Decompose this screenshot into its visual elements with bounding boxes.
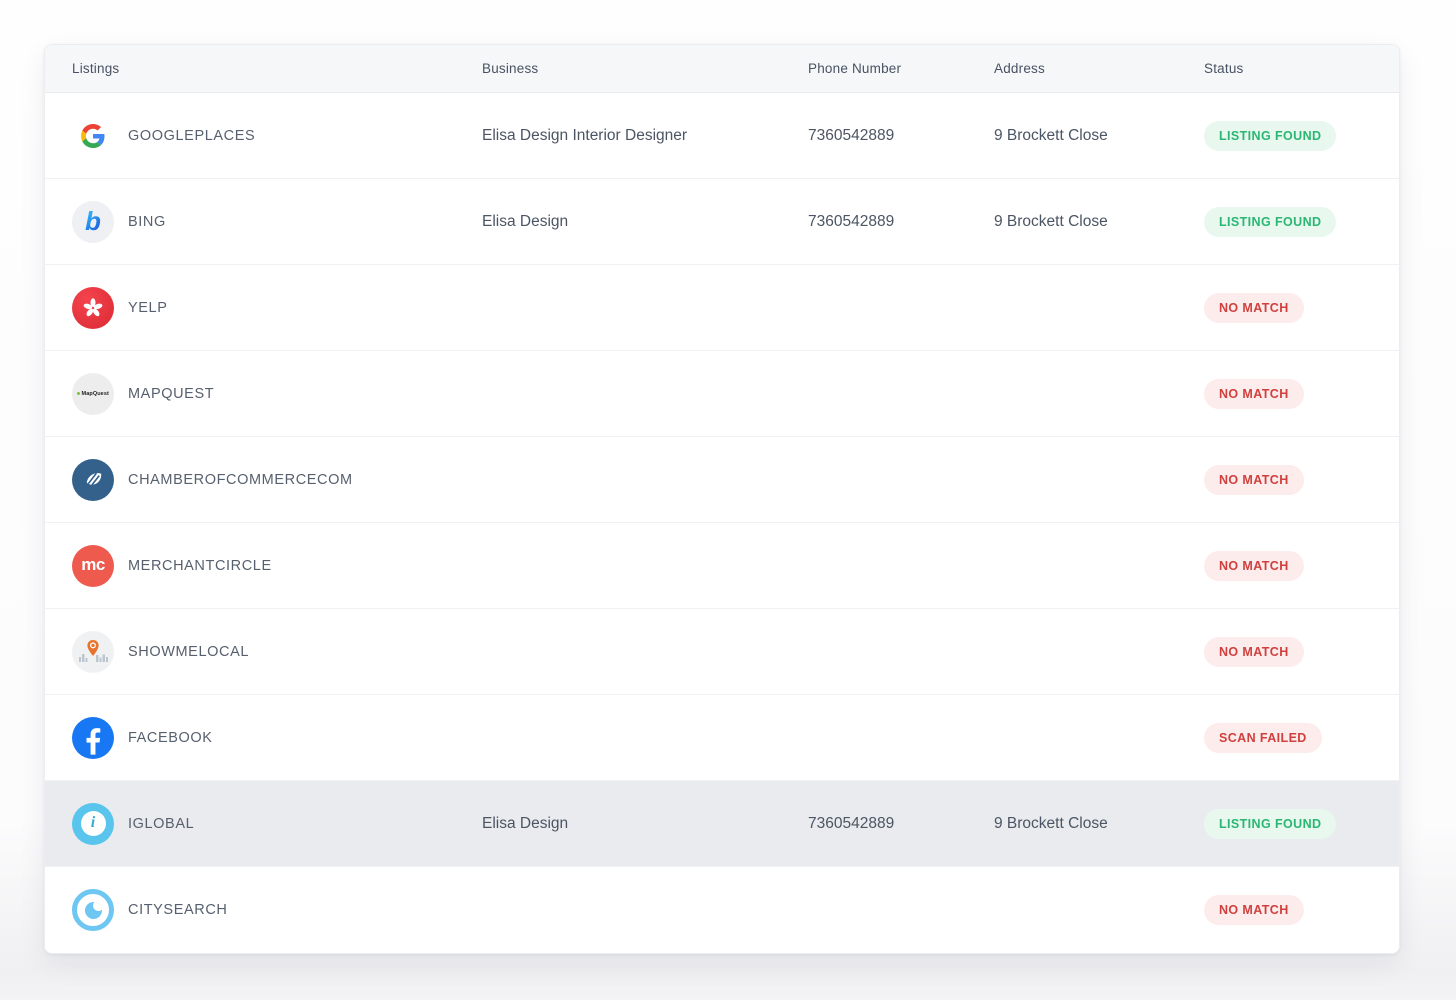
status-cell: LISTING FOUND [1204,808,1399,839]
status-cell: NO MATCH [1204,550,1399,581]
status-badge: LISTING FOUND [1204,206,1337,237]
status-badge: LISTING FOUND [1204,808,1337,839]
listing-site-name: CITYSEARCH [128,902,228,918]
column-header-status: Status [1204,61,1244,76]
listings-scan-table: Listings Business Phone Number Address S… [44,44,1400,954]
address-cell: 9 Brockett Close [994,212,1108,230]
table-row-yelp[interactable]: YELP NO MATCH [45,265,1399,351]
iglobal-icon: i [72,802,114,845]
status-badge: LISTING FOUND [1204,120,1337,151]
column-header-listings: Listings [72,61,120,76]
listing-site-name: BING [128,213,166,230]
chamberofcommerce-icon [72,458,114,501]
showmelocal-icon [72,630,114,673]
status-cell: LISTING FOUND [1204,120,1399,151]
listing-cell: CHAMBEROFCOMMERCECOM [72,458,482,501]
table-row-iglobal[interactable]: i IGLOBAL Elisa Design 7360542889 9 Broc… [45,781,1399,867]
status-badge: NO MATCH [1204,550,1304,581]
citysearch-icon [72,889,114,931]
listing-site-name: MERCHANTCIRCLE [128,557,272,574]
business-cell: Elisa Design [482,814,569,832]
business-cell: Elisa Design Interior Designer [482,126,688,144]
listing-cell: mc MERCHANTCIRCLE [72,544,482,587]
column-header-business: Business [482,61,539,76]
phone-cell: 7360542889 [808,212,895,230]
phone-cell: 7360542889 [808,126,895,144]
table-body: GOOGLEPLACES Elisa Design Interior Desig… [45,93,1399,953]
status-badge: NO MATCH [1204,895,1304,925]
facebook-icon [72,716,114,759]
address-cell: 9 Brockett Close [994,126,1108,144]
status-badge: SCAN FAILED [1204,722,1322,753]
listing-cell: FACEBOOK [72,716,482,759]
listing-cell: SHOWMELOCAL [72,630,482,673]
table-row-bing[interactable]: b BING Elisa Design 7360542889 9 Brocket… [45,179,1399,265]
status-badge: NO MATCH [1204,292,1304,323]
address-cell: 9 Brockett Close [994,814,1108,832]
column-header-phone: Phone Number [808,61,902,76]
mapquest-icon: MapQuest [72,372,114,415]
google-icon [72,114,114,157]
yelp-icon [72,286,114,329]
listing-site-name: FACEBOOK [128,729,213,746]
listing-site-name: SHOWMELOCAL [128,643,250,660]
status-cell: NO MATCH [1204,464,1399,495]
listing-site-name: YELP [128,299,168,316]
table-row-citysearch[interactable]: CITYSEARCH NO MATCH [45,867,1399,953]
listing-cell: b BING [72,200,482,243]
status-cell: NO MATCH [1204,636,1399,667]
listing-cell: CITYSEARCH [72,889,482,931]
listing-site-name: IGLOBAL [128,815,195,832]
table-row-facebook[interactable]: FACEBOOK SCAN FAILED [45,695,1399,781]
listing-cell: YELP [72,286,482,329]
listing-cell: GOOGLEPLACES [72,114,482,157]
listing-site-name: CHAMBEROFCOMMERCECOM [128,471,353,488]
merchantcircle-icon: mc [72,544,114,587]
status-badge: NO MATCH [1204,636,1304,667]
status-cell: LISTING FOUND [1204,206,1399,237]
bing-icon: b [72,200,114,243]
listing-cell: MapQuest MAPQUEST [72,372,482,415]
status-badge: NO MATCH [1204,464,1304,495]
status-cell: SCAN FAILED [1204,722,1399,753]
listing-cell: i IGLOBAL [72,802,482,845]
table-header-row: Listings Business Phone Number Address S… [45,45,1399,93]
table-row-showmelocal[interactable]: SHOWMELOCAL NO MATCH [45,609,1399,695]
phone-cell: 7360542889 [808,814,895,832]
table-row-chamberofcommercecom[interactable]: CHAMBEROFCOMMERCECOM NO MATCH [45,437,1399,523]
table-row-merchantcircle[interactable]: mc MERCHANTCIRCLE NO MATCH [45,523,1399,609]
status-badge: NO MATCH [1204,378,1304,409]
table-row-googleplaces[interactable]: GOOGLEPLACES Elisa Design Interior Desig… [45,93,1399,179]
status-cell: NO MATCH [1204,378,1399,409]
business-cell: Elisa Design [482,212,569,230]
listing-site-name: GOOGLEPLACES [128,127,256,144]
status-cell: NO MATCH [1204,292,1399,323]
listing-site-name: MAPQUEST [128,385,215,402]
table-row-mapquest[interactable]: MapQuest MAPQUEST NO MATCH [45,351,1399,437]
column-header-address: Address [994,61,1045,76]
status-cell: NO MATCH [1204,895,1399,925]
